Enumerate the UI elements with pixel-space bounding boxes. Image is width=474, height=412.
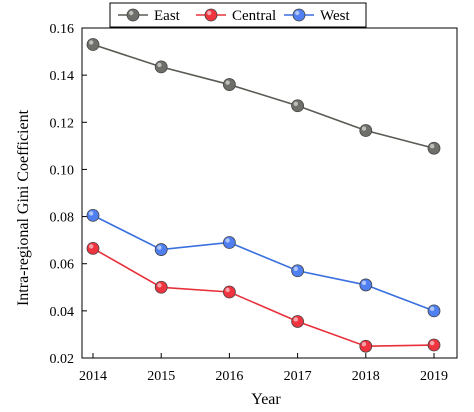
data-point — [222, 285, 236, 299]
legend-entry-central: Central — [196, 8, 276, 24]
data-point — [222, 78, 236, 91]
x-tick-label: 2019 — [420, 369, 448, 384]
y-tick-label: 0.08 — [50, 211, 75, 226]
data-point — [154, 60, 168, 74]
series-west — [86, 208, 441, 318]
x-axis-title: Year — [251, 391, 281, 408]
legend-label: East — [154, 8, 181, 24]
y-tick-label: 0.04 — [50, 305, 75, 320]
data-point — [359, 278, 373, 292]
legend-marker — [204, 8, 218, 22]
legend-label: West — [320, 8, 350, 24]
series-central — [86, 241, 441, 353]
series-line — [92, 43, 435, 149]
y-tick-label: 0.14 — [50, 69, 75, 84]
series-line — [92, 214, 435, 312]
x-tick-label: 2018 — [352, 369, 380, 384]
data-point — [86, 38, 100, 51]
data-point — [154, 280, 168, 294]
x-tick-label: 2017 — [284, 369, 312, 384]
data-point — [291, 99, 305, 113]
data-point — [427, 141, 441, 155]
legend-entry-east: East — [118, 8, 181, 24]
chart-axes: 0.02 0.04 0.06 0.08 0.10 0.12 0.14 0.16 2014 2015… — [50, 22, 458, 384]
legend-box — [109, 2, 367, 28]
y-tick-label: 0.06 — [50, 258, 75, 273]
legend-entry-west: West — [284, 8, 350, 24]
x-tick-label: 2014 — [79, 369, 107, 384]
plot-frame — [81, 27, 458, 359]
data-point — [222, 236, 236, 249]
data-point — [427, 338, 441, 352]
chart-series — [86, 38, 441, 353]
x-tick-label: 2016 — [215, 369, 243, 384]
y-axis-title: Intra-regional Gini Coefficient — [15, 109, 32, 306]
legend-marker — [292, 8, 306, 22]
y-tick-label: 0.02 — [50, 352, 75, 367]
series-line — [92, 247, 435, 348]
data-point — [359, 339, 373, 353]
data-point — [291, 315, 305, 328]
data-point — [427, 304, 441, 318]
chart-legend: East Central West — [109, 2, 367, 28]
data-point — [359, 124, 373, 137]
y-tick-label: 0.10 — [50, 163, 75, 178]
data-point — [86, 208, 100, 222]
data-point — [154, 243, 168, 256]
x-tick-label: 2015 — [147, 369, 175, 384]
data-point — [291, 264, 305, 278]
y-tick-label: 0.16 — [50, 22, 75, 37]
series-east — [86, 38, 441, 155]
legend-label: Central — [232, 8, 276, 24]
data-point — [86, 241, 100, 255]
legend-marker — [126, 8, 140, 22]
y-tick-label: 0.12 — [50, 116, 75, 131]
